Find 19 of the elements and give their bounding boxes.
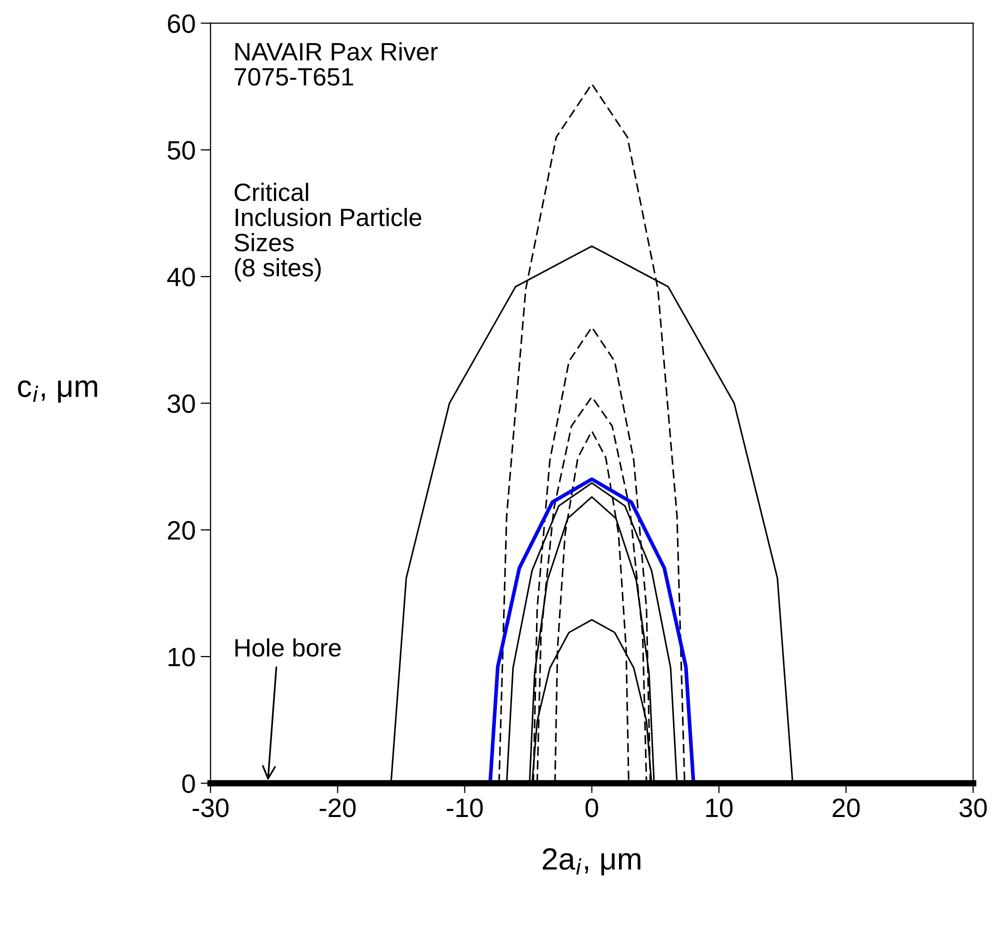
x-tick-label: 0 (586, 798, 598, 818)
y-tick-label: 60 (168, 14, 195, 34)
x-tick-label: -30 (192, 798, 229, 818)
y-tick-label: 10 (168, 648, 195, 666)
y-tick-label: 50 (168, 141, 195, 160)
y-tick-label: 0 (182, 774, 195, 794)
y-axis-title: c$_{i}$, μm (18, 380, 98, 403)
x-tick-label: 10 (706, 798, 733, 818)
x-tick-label: 30 (959, 798, 987, 818)
x-tick-label: -20 (320, 798, 356, 818)
x-tick-label: 20 (832, 798, 860, 818)
y-tick-label: 20 (168, 521, 195, 540)
annotation: Critical Inclusion Particle Sizes (8 sites) (234, 182, 422, 282)
y-tick-label: 30 (168, 394, 195, 414)
x-axis-title: 2a$_{i}$, μm (542, 848, 640, 876)
x-tick-label: -10 (446, 798, 483, 818)
annotation: Hole bore (235, 638, 341, 657)
y-tick-label: 40 (167, 268, 195, 286)
annotation: NAVAIR Pax River 7075-T651 (234, 42, 438, 86)
